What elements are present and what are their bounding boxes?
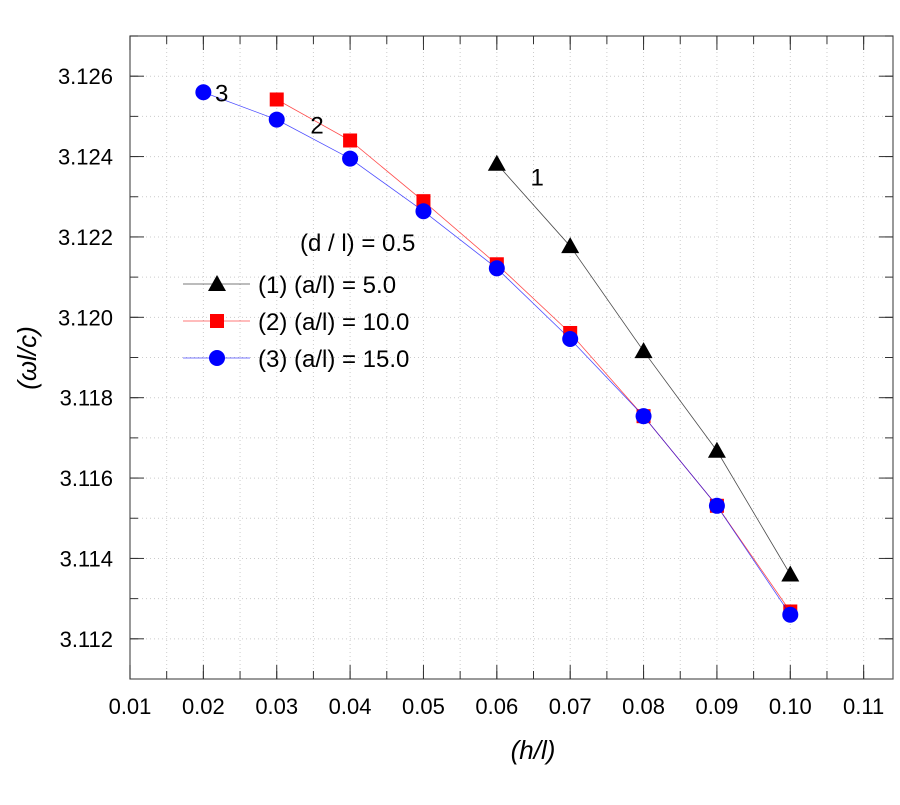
legend: (d / l) = 0.5 (1) (a/l) = 5.0 (2) (a/l) =…	[183, 230, 415, 373]
legend-label: (1) (a/l) = 5.0	[258, 272, 396, 299]
series-1	[487, 154, 800, 582]
x-tick-label: 0.02	[182, 694, 225, 719]
y-tick-label: 3.126	[58, 64, 113, 89]
triangle-marker	[561, 237, 580, 254]
axis-ticks: 0.01 0.02 0.03 0.04 0.05 0.06 0.07 0.08 0.09 0.10…	[58, 35, 893, 719]
x-tick-label: 0.11	[843, 694, 884, 719]
y-tick-label: 3.112	[60, 627, 113, 652]
x-tick-label: 0.09	[696, 694, 739, 719]
circle-marker	[782, 606, 799, 623]
circle-marker	[209, 350, 225, 366]
circle-marker	[268, 111, 285, 128]
annotations: 1 2 3	[215, 80, 544, 191]
triangle-marker	[487, 154, 506, 171]
series-group	[195, 84, 800, 623]
x-tick-label: 0.03	[255, 694, 298, 719]
square-marker	[269, 92, 284, 107]
grid-lines	[130, 35, 893, 679]
legend-item-1: (1) (a/l) = 5.0	[183, 272, 396, 299]
curve-label: 2	[310, 112, 323, 139]
circle-marker	[488, 260, 505, 277]
y-axis-label: (ωl/c)	[12, 326, 42, 390]
circle-marker	[708, 497, 725, 514]
x-tick-label: 0.10	[769, 694, 812, 719]
triangle-marker	[781, 565, 800, 582]
circle-marker	[562, 331, 579, 348]
circle-marker	[635, 408, 652, 425]
x-tick-label: 0.01	[109, 694, 152, 719]
legend-label: (3) (a/l) = 15.0	[258, 346, 409, 373]
y-tick-label: 3.124	[58, 145, 113, 170]
x-tick-label: 0.05	[402, 694, 445, 719]
x-axis-label: (h/l)	[511, 735, 556, 765]
x-tick-label: 0.07	[549, 694, 592, 719]
x-tick-label: 0.06	[475, 694, 518, 719]
y-tick-label: 3.122	[58, 225, 113, 250]
series-3	[195, 84, 799, 623]
square-marker	[210, 314, 224, 328]
circle-marker	[195, 84, 212, 101]
x-tick-label: 0.04	[329, 694, 372, 719]
y-tick-label: 3.118	[60, 386, 113, 411]
y-tick-label: 3.114	[60, 546, 113, 571]
curve-label: 1	[530, 165, 543, 192]
triangle-marker	[208, 275, 226, 291]
legend-item-2: (2) (a/l) = 10.0	[183, 309, 409, 336]
legend-title: (d / l) = 0.5	[300, 230, 415, 257]
square-marker	[343, 133, 358, 148]
y-tick-label: 3.120	[58, 305, 113, 330]
triangle-marker	[707, 441, 726, 458]
x-tick-label: 0.08	[622, 694, 665, 719]
legend-item-3: (3) (a/l) = 15.0	[183, 346, 409, 373]
circle-marker	[415, 203, 432, 220]
curve-label: 3	[215, 80, 228, 107]
triangle-marker	[634, 342, 653, 359]
legend-label: (2) (a/l) = 10.0	[258, 309, 409, 336]
y-tick-label: 3.116	[60, 466, 113, 491]
circle-marker	[342, 150, 359, 167]
